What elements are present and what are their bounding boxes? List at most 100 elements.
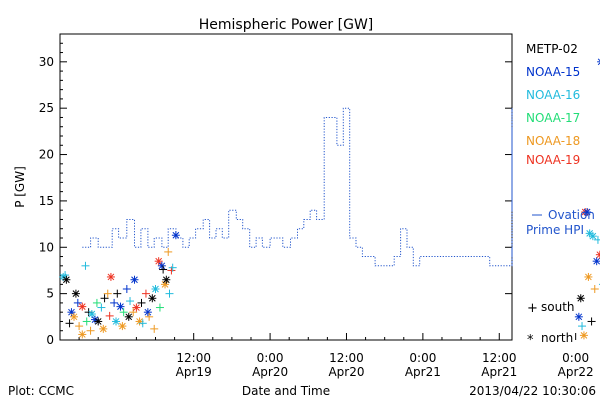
x-tick-label-date: Apr21 bbox=[405, 365, 441, 379]
x-tick-label-date: Apr20 bbox=[252, 365, 288, 379]
y-tick-label: 0 bbox=[46, 333, 54, 347]
north-point bbox=[162, 275, 171, 284]
legend-noaa-19: NOAA-19 bbox=[526, 153, 581, 167]
x-tick-label-date: Apr22 bbox=[558, 365, 594, 379]
x-tick-label-time: 0:00 bbox=[562, 351, 589, 365]
north-point bbox=[151, 285, 160, 293]
south-point bbox=[97, 303, 106, 312]
north-point bbox=[62, 275, 71, 284]
x-tick-label-time: 12:00 bbox=[329, 351, 364, 365]
x-ticks: 12:00Apr190:00Apr2012:00Apr200:00Apr2112… bbox=[78, 333, 594, 379]
south-point bbox=[141, 289, 150, 298]
y-ticks: 0 5 10 15 20 25 30 bbox=[39, 33, 512, 347]
north-point bbox=[583, 208, 592, 217]
north-point bbox=[157, 261, 166, 270]
south-point bbox=[164, 247, 173, 256]
x-tick-label-date: Apr21 bbox=[481, 365, 517, 379]
north-point bbox=[124, 312, 133, 321]
north-point bbox=[106, 272, 115, 281]
y-tick-label: 10 bbox=[39, 240, 54, 254]
legend-noaa-15: NOAA-15 bbox=[526, 65, 581, 79]
south-point bbox=[81, 261, 90, 270]
south-point bbox=[590, 285, 599, 293]
south-point bbox=[155, 303, 164, 312]
north-point bbox=[143, 308, 152, 317]
plot-timestamp: 2013/04/22 10:30:06 bbox=[469, 384, 596, 398]
north-point bbox=[78, 302, 87, 311]
north-point bbox=[87, 310, 96, 319]
south-point bbox=[92, 298, 101, 307]
south-point bbox=[82, 317, 91, 326]
south-point bbox=[100, 294, 109, 303]
satellite-points bbox=[59, 58, 600, 340]
north-point bbox=[597, 58, 600, 66]
ovation-legend-sublabel: Prime HPI bbox=[526, 223, 584, 237]
ovation-legend-label: Ovation bbox=[548, 208, 595, 222]
north-point bbox=[592, 257, 600, 266]
marker-south-label: south bbox=[541, 300, 575, 314]
x-tick-label-time: 0:00 bbox=[257, 351, 284, 365]
north-point bbox=[148, 294, 157, 303]
south-point bbox=[119, 308, 128, 317]
south-point bbox=[165, 289, 174, 298]
south-point bbox=[129, 308, 138, 317]
south-point bbox=[159, 265, 168, 274]
y-axis-label: P [GW] bbox=[13, 166, 27, 208]
plot-frame bbox=[59, 33, 513, 341]
north-point bbox=[132, 303, 141, 312]
x-tick-label-time: 0:00 bbox=[409, 351, 436, 365]
north-point bbox=[574, 312, 583, 321]
north-point bbox=[154, 257, 163, 266]
north-point bbox=[171, 231, 180, 240]
north-point bbox=[579, 331, 588, 340]
south-point bbox=[578, 322, 587, 331]
south-point bbox=[145, 312, 154, 321]
south-point bbox=[138, 319, 147, 328]
north-point bbox=[576, 294, 585, 303]
south-point bbox=[126, 297, 135, 306]
marker-north-label: north bbox=[541, 331, 573, 345]
south-point bbox=[73, 298, 82, 307]
north-point bbox=[130, 275, 139, 284]
legend-noaa-18: NOAA-18 bbox=[526, 134, 581, 148]
north-point bbox=[94, 317, 103, 326]
north-point bbox=[78, 330, 87, 339]
x-axis-label: Date and Time bbox=[242, 384, 330, 398]
y-tick-label: 20 bbox=[39, 148, 54, 162]
north-point bbox=[588, 232, 597, 241]
south-point bbox=[86, 326, 95, 335]
south-point bbox=[168, 263, 177, 272]
legend-metp-02: METP-02 bbox=[526, 42, 578, 56]
north-point bbox=[584, 272, 593, 281]
plot-credit: Plot: CCMC bbox=[8, 384, 74, 398]
south-point bbox=[103, 289, 112, 298]
south-point bbox=[113, 289, 122, 298]
y-tick-label: 15 bbox=[39, 194, 54, 208]
y-tick-label: 25 bbox=[39, 101, 54, 115]
north-point bbox=[70, 312, 79, 321]
south-point bbox=[84, 308, 93, 317]
north-point bbox=[112, 317, 121, 326]
y-tick-label: 30 bbox=[39, 55, 54, 69]
south-point bbox=[593, 235, 600, 244]
legend-noaa-17: NOAA-17 bbox=[526, 111, 581, 125]
north-point bbox=[118, 322, 127, 331]
north-point bbox=[116, 302, 125, 311]
south-point bbox=[75, 322, 84, 331]
ovation-prime-hpi-line bbox=[82, 107, 513, 267]
x-tick-label-time: 12:00 bbox=[482, 351, 517, 365]
marker-north-symbol: * bbox=[527, 333, 534, 348]
north-point bbox=[71, 289, 80, 298]
chart-title: Hemispheric Power [GW] bbox=[199, 17, 374, 33]
south-point bbox=[105, 311, 114, 320]
x-tick-label-date: Apr19 bbox=[176, 365, 212, 379]
south-point bbox=[122, 285, 131, 293]
south-point bbox=[137, 298, 146, 307]
south-point bbox=[587, 317, 596, 326]
x-tick-label-date: Apr20 bbox=[328, 365, 364, 379]
legend-noaa-16: NOAA-16 bbox=[526, 88, 581, 102]
x-tick-label-time: 12:00 bbox=[176, 351, 211, 365]
south-point bbox=[150, 324, 159, 333]
south-point bbox=[110, 298, 119, 307]
